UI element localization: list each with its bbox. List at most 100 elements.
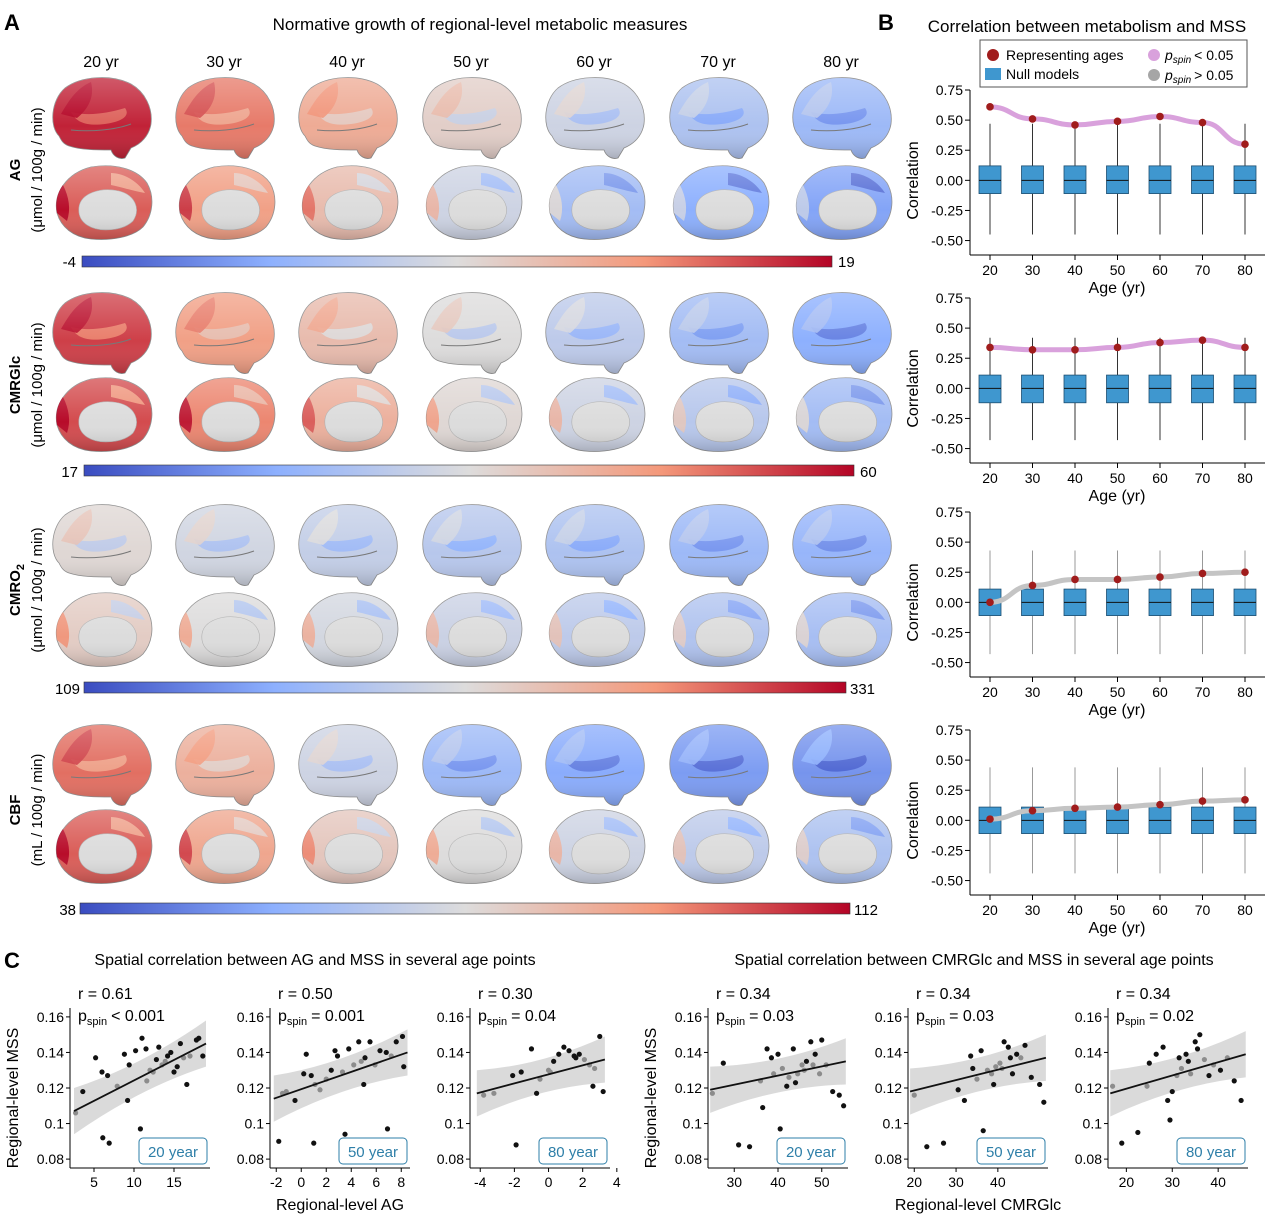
region-point — [99, 1069, 105, 1075]
representing-age-point — [1241, 140, 1249, 148]
x-tick-label: 8 — [397, 1174, 405, 1190]
legend-point-marker — [987, 49, 999, 61]
region-point — [1197, 1032, 1203, 1038]
y-tick-label: 0.50 — [936, 320, 963, 336]
region-point — [121, 1051, 127, 1057]
correlation-r: r = 0.34 — [916, 986, 971, 1003]
brain-medial-view — [548, 592, 646, 667]
p-value: = 0.03 — [949, 1008, 994, 1025]
region-point — [1217, 1067, 1224, 1073]
x-axis-label: Age (yr) — [1089, 920, 1146, 937]
representing-age-point — [1198, 118, 1207, 127]
y-tick-label: 0.16 — [875, 1009, 902, 1025]
colorbar-gradient — [81, 255, 833, 268]
region-point — [533, 1090, 540, 1096]
y-tick-label: 0.16 — [1075, 1009, 1102, 1025]
null-box — [1106, 165, 1129, 194]
colorbar-ag: -4 19 — [63, 254, 855, 271]
row-unit: (μmol / 100g / min) — [29, 527, 46, 652]
region-point — [590, 1083, 596, 1089]
region-point — [393, 1039, 399, 1045]
representing-age-point — [1241, 568, 1249, 577]
region-point — [171, 1069, 177, 1075]
x-tick-label: -4 — [474, 1174, 487, 1190]
region-point — [736, 1142, 742, 1148]
brain-medial-view — [301, 592, 399, 667]
region-point — [746, 1144, 753, 1150]
p-value: = 0.001 — [311, 1008, 365, 1025]
x-axis-label: Regional-level CMRGlc — [895, 1197, 1061, 1214]
region-point — [819, 1037, 825, 1043]
x-tick-label: 6 — [372, 1174, 380, 1190]
brain-medial-view — [672, 809, 770, 884]
surface-shading — [56, 377, 152, 452]
representing-age-point — [1071, 575, 1079, 584]
surface-shading — [56, 165, 152, 240]
row-unit: (μmol / 100g / min) — [29, 322, 46, 447]
region-point — [1194, 1046, 1201, 1052]
legend-null-label: Null models — [1006, 66, 1079, 82]
y-tick-label: 0.1 — [445, 1116, 465, 1132]
row-unit-cmrglc: (μmol / 100g / min) — [29, 322, 46, 447]
region-point — [1028, 1074, 1034, 1080]
region-point — [491, 1090, 497, 1096]
representing-age-point — [1156, 112, 1164, 121]
correlation-r: r = 0.34 — [716, 986, 771, 1003]
y-tick-label: 0.08 — [1075, 1151, 1102, 1167]
x-tick-label: 40 — [990, 1174, 1006, 1190]
region-point — [1183, 1051, 1189, 1057]
surface-shading — [175, 504, 275, 586]
y-tick-label: 0.14 — [1075, 1044, 1102, 1060]
region-point — [276, 1138, 282, 1144]
y-tick-label: 0.50 — [936, 534, 963, 550]
correlation-p: pspin = 0.04 — [478, 1008, 556, 1028]
surface-shading — [426, 165, 522, 240]
region-point — [1176, 1055, 1182, 1061]
correlation-r: r = 0.34 — [1116, 986, 1171, 1003]
row-label-ag: AG — [7, 159, 24, 182]
y-tick-label: 0.1 — [45, 1116, 65, 1132]
age-tag-box — [138, 1137, 208, 1165]
null-box — [1106, 374, 1129, 404]
row-label-cmro2: CMRO2 — [7, 564, 27, 616]
region-point — [184, 1081, 190, 1088]
region-point — [292, 1097, 298, 1104]
age-tag-box — [538, 1137, 608, 1165]
age-header: 20 yr — [83, 54, 119, 71]
representing-age-point — [1156, 338, 1164, 347]
correlation-chart: 0.75 0.50 0.25 0.00 -0.25 -0.50 20 30 40 50 60 70 80… — [905, 504, 1265, 719]
y-tick-label: 0.25 — [936, 564, 963, 580]
x-tick-label: 20 — [982, 684, 998, 700]
region-point — [156, 1044, 162, 1050]
y-tick-label: -0.50 — [931, 441, 963, 457]
y-tick-label: -0.25 — [931, 842, 963, 858]
brain-lateral-view — [545, 504, 645, 586]
brain-medial-view — [795, 809, 893, 884]
panel-letter-a: A — [4, 10, 20, 35]
region-point — [911, 1092, 917, 1098]
region-point — [301, 1071, 307, 1077]
surface-shading — [796, 377, 892, 452]
age-tag-box — [776, 1137, 846, 1165]
age-tag: 20 year — [786, 1144, 836, 1161]
x-tick-label: 50 — [1110, 902, 1126, 918]
representing-age-point — [1198, 797, 1207, 805]
representing-age-point — [1198, 569, 1207, 578]
x-tick-label: 70 — [1195, 902, 1211, 918]
p-value: = 0.03 — [749, 1008, 794, 1025]
legend-p: p — [1164, 47, 1173, 63]
p-value: < 0.001 — [111, 1008, 165, 1025]
correlation-p: pspin = 0.03 — [916, 1008, 994, 1028]
row-unit: (mL / 100g / min) — [29, 754, 46, 867]
x-tick-label: 2 — [579, 1174, 587, 1190]
region-point — [803, 1058, 810, 1064]
brain-medial-view — [425, 377, 523, 452]
null-box — [1148, 165, 1172, 194]
null-box — [1233, 165, 1257, 194]
correlation-chart: 0.75 0.50 0.25 0.00 -0.25 -0.50 20 30 40 50 60 70 80… — [905, 722, 1265, 937]
representing-age-point — [1241, 796, 1249, 804]
region-point — [383, 1049, 389, 1056]
region-point — [978, 1048, 984, 1054]
x-tick-label: 60 — [1152, 470, 1168, 486]
colorbar-gradient — [79, 902, 851, 915]
